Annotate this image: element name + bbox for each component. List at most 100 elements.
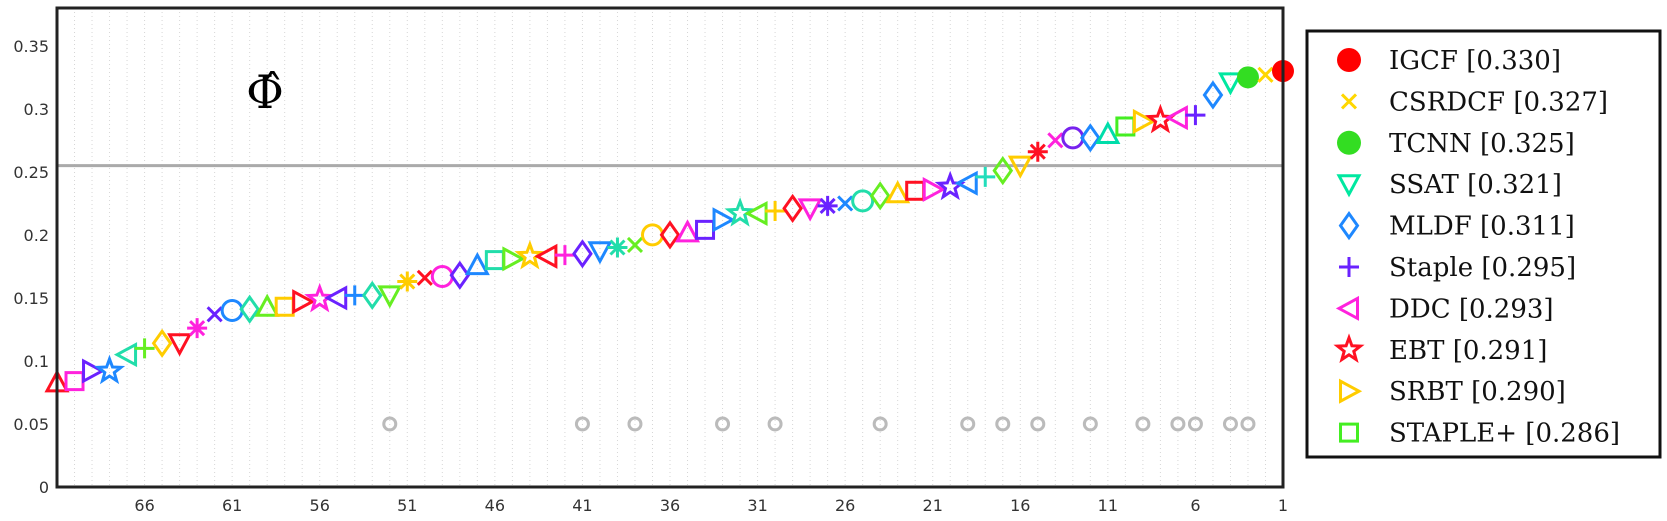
x-tick-label: 26 bbox=[835, 496, 855, 515]
data-point bbox=[502, 246, 526, 272]
data-point bbox=[377, 285, 403, 309]
data-point bbox=[724, 197, 756, 227]
grey-ring-marker bbox=[574, 416, 590, 432]
legend-marker bbox=[1339, 378, 1363, 404]
data-point bbox=[1047, 132, 1064, 149]
data-point bbox=[134, 338, 155, 359]
data-point bbox=[113, 342, 138, 368]
x-tick-label: 61 bbox=[222, 496, 242, 515]
grey-ring-marker bbox=[1222, 416, 1238, 432]
x-tick-label: 56 bbox=[310, 496, 330, 515]
grey-ring-marker bbox=[1135, 416, 1151, 432]
data-point bbox=[659, 220, 681, 250]
data-point bbox=[922, 176, 946, 203]
data-point bbox=[206, 306, 223, 323]
data-point bbox=[1007, 155, 1033, 179]
plot-area: Φ̂ bbox=[44, 6, 1294, 489]
x-tick-label: 41 bbox=[572, 496, 592, 515]
data-point bbox=[744, 200, 768, 226]
data-point bbox=[292, 289, 316, 315]
legend-label: EBT [0.291] bbox=[1389, 336, 1547, 366]
legend: IGCF [0.330] CSRDCF [0.327] TCNN [0.325] SS… bbox=[1305, 29, 1662, 459]
grey-ring-marker bbox=[1082, 416, 1098, 432]
legend-marker bbox=[1340, 93, 1358, 110]
legend-label: TCNN [0.325] bbox=[1389, 129, 1575, 159]
data-point bbox=[514, 239, 546, 270]
data-point bbox=[464, 251, 490, 276]
data-point bbox=[82, 358, 106, 384]
data-point bbox=[992, 156, 1014, 186]
legend-marker bbox=[1337, 48, 1361, 72]
x-tick-label: 11 bbox=[1098, 496, 1118, 515]
legend-marker bbox=[1339, 257, 1359, 277]
legend-marker bbox=[1338, 211, 1360, 241]
legend-marker bbox=[1339, 422, 1359, 443]
legend-marker bbox=[1333, 333, 1365, 363]
data-point bbox=[1185, 105, 1206, 126]
data-point bbox=[607, 237, 628, 258]
x-tick-label: 21 bbox=[923, 496, 943, 515]
grey-ring-marker bbox=[1240, 416, 1256, 432]
x-tick-label: 66 bbox=[134, 496, 154, 515]
data-point bbox=[837, 195, 854, 212]
data-point bbox=[1132, 108, 1157, 134]
y-axis-ticks: 0 0.05 0.1 0.15 0.2 0.25 0.3 0.35 bbox=[13, 37, 1283, 497]
y-tick-label: 0.25 bbox=[13, 163, 49, 182]
data-point bbox=[626, 236, 644, 254]
legend-marker bbox=[1337, 130, 1361, 155]
data-points bbox=[44, 60, 1294, 393]
data-point bbox=[885, 180, 911, 204]
legend-label: CSRDCF [0.327] bbox=[1389, 87, 1608, 117]
grey-ring-marker bbox=[1170, 416, 1186, 432]
y-tick-label: 0.35 bbox=[13, 37, 49, 56]
data-point bbox=[254, 293, 280, 317]
data-point bbox=[1164, 105, 1188, 131]
data-point bbox=[1095, 120, 1121, 145]
legend-label: STAPLE+ [0.286] bbox=[1389, 419, 1620, 449]
data-point bbox=[187, 318, 208, 339]
x-tick-label: 6 bbox=[1190, 496, 1200, 515]
grey-ring-marker bbox=[995, 416, 1011, 432]
x-tick-label: 51 bbox=[397, 496, 417, 515]
data-point bbox=[572, 239, 593, 269]
data-point bbox=[975, 166, 996, 187]
grey-ring-marker bbox=[715, 416, 731, 432]
y-tick-label: 0.3 bbox=[24, 100, 49, 119]
data-point bbox=[1257, 66, 1274, 83]
data-point bbox=[239, 294, 260, 324]
data-point bbox=[344, 285, 365, 306]
grey-ring-marker bbox=[1187, 416, 1203, 432]
legend-marker bbox=[1336, 174, 1362, 198]
grey-ring-marker bbox=[382, 416, 398, 432]
legend-box bbox=[1305, 29, 1662, 459]
grey-ring-marker bbox=[872, 416, 888, 432]
legend-marker bbox=[1335, 295, 1359, 321]
data-point bbox=[304, 282, 336, 313]
phi-hat-annotation: Φ̂ bbox=[246, 65, 284, 119]
y-tick-label: 0.2 bbox=[24, 226, 49, 245]
data-point bbox=[797, 198, 823, 222]
data-point bbox=[1027, 141, 1048, 162]
x-tick-label: 36 bbox=[660, 496, 680, 515]
x-tick-label: 31 bbox=[747, 496, 767, 515]
data-point bbox=[1202, 80, 1224, 110]
data-point bbox=[782, 193, 803, 224]
data-point bbox=[397, 271, 418, 292]
legend-label: DDC [0.293] bbox=[1389, 294, 1554, 324]
grey-ring-marker bbox=[767, 416, 783, 432]
data-point bbox=[765, 200, 786, 221]
data-point bbox=[416, 269, 433, 286]
x-tick-label: 16 bbox=[1010, 496, 1030, 515]
data-point bbox=[851, 189, 875, 213]
x-tick-label: 46 bbox=[485, 496, 505, 515]
data-point bbox=[1217, 72, 1243, 96]
grey-markers bbox=[382, 416, 1256, 432]
data-point bbox=[554, 245, 575, 266]
legend-label: MLDF [0.311] bbox=[1389, 212, 1575, 242]
data-point bbox=[954, 170, 978, 196]
legend-label: IGCF [0.330] bbox=[1389, 46, 1561, 76]
legend-label: SRBT [0.290] bbox=[1389, 377, 1566, 407]
grey-ring-marker bbox=[960, 416, 976, 432]
data-point bbox=[151, 328, 173, 358]
